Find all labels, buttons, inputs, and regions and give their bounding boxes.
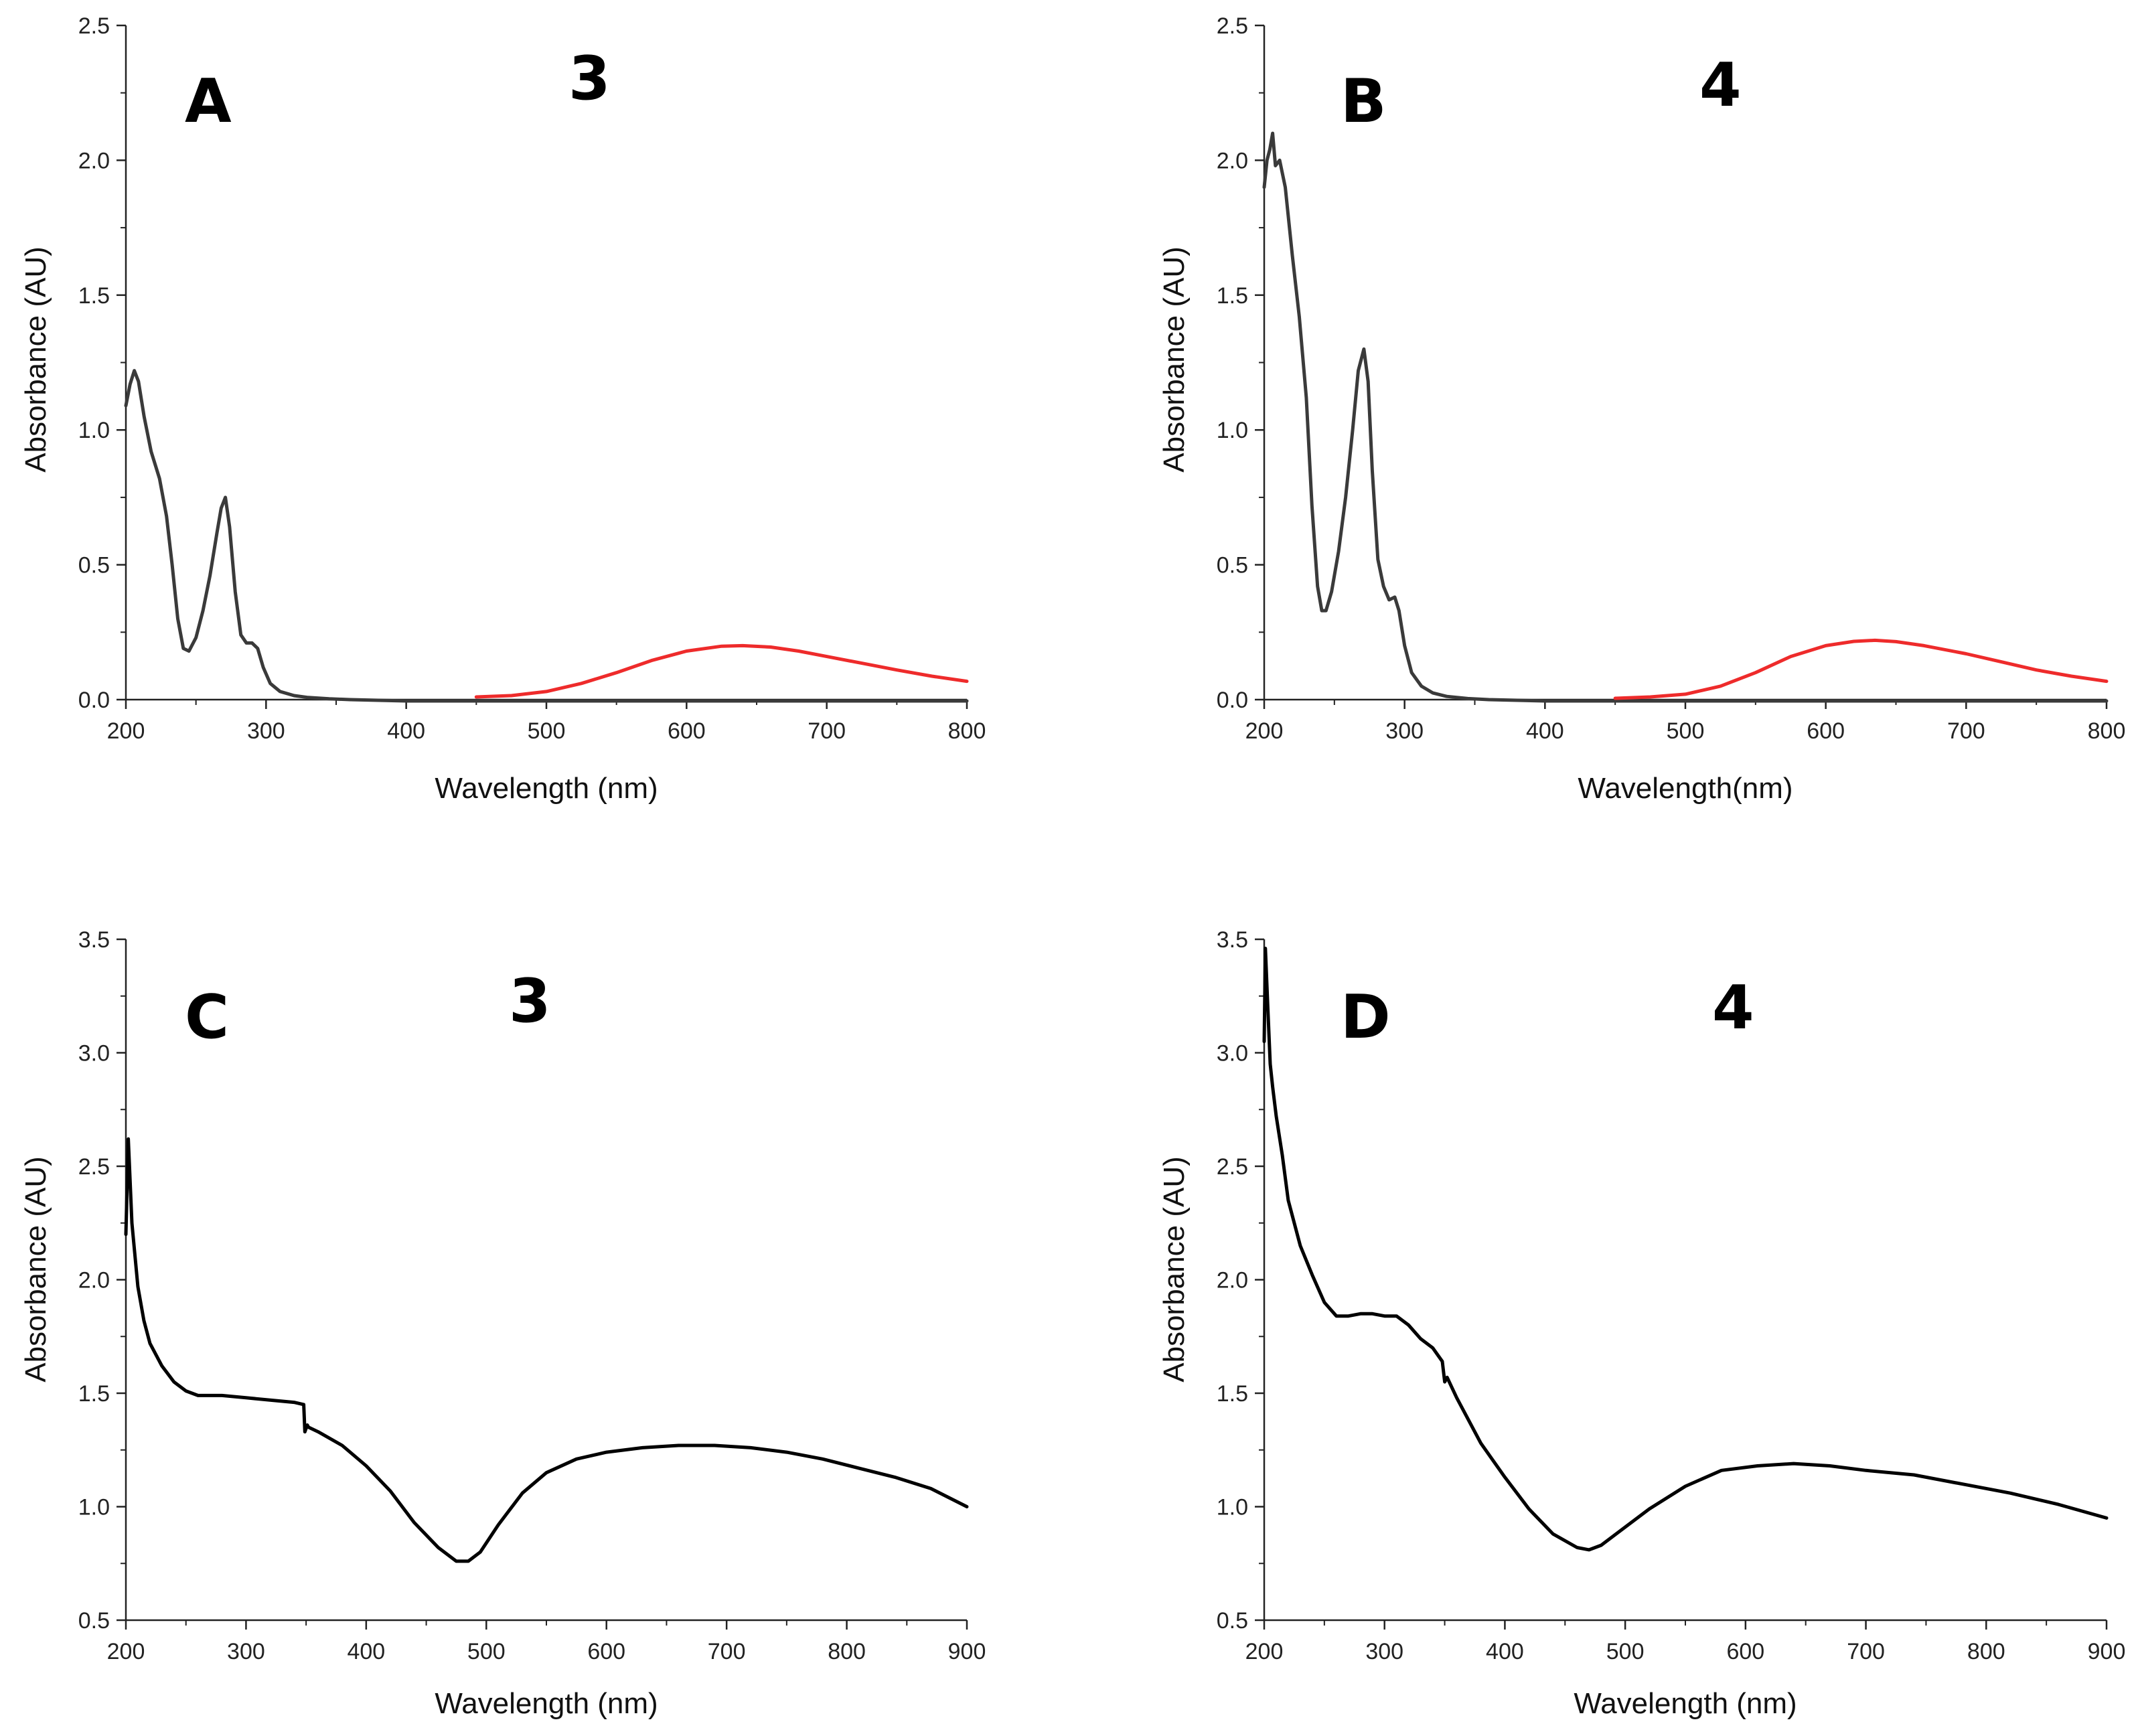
- y-tick-label: 0.0: [78, 688, 110, 713]
- x-tick-label: 400: [347, 1639, 385, 1664]
- compound-label: 4: [1712, 973, 1754, 1043]
- x-tick-label: 200: [107, 718, 145, 744]
- y-axis-title: Absorbance (AU): [1158, 246, 1191, 472]
- x-tick-label: 700: [708, 1639, 746, 1664]
- y-tick-label: 0.5: [78, 553, 110, 578]
- panel-letter: A: [185, 66, 232, 137]
- axes: 200 300 400 500 600 700 800 0.0 0.5 1.0 1.5 2.0 2.5: [78, 13, 986, 744]
- x-tick-label: 700: [1947, 718, 1985, 744]
- y-tick-label: 2.5: [78, 13, 110, 39]
- x-tick-label: 800: [948, 718, 986, 744]
- chart-panel-c: 200 300 400 500 600 700 800 900 0.5 1.0 1.5 2.0 2.5 3…: [19, 927, 986, 1720]
- x-axis-title: Wavelength (nm): [435, 1687, 658, 1720]
- y-tick-label: 0.5: [1217, 553, 1248, 578]
- x-tick-label: 500: [1667, 718, 1705, 744]
- y-tick-label: 3.0: [78, 1041, 110, 1067]
- y-tick-label: 2.0: [78, 1268, 110, 1293]
- compound-label: 4: [1699, 50, 1742, 121]
- y-axis-title: Absorbance (AU): [1158, 1156, 1191, 1382]
- traces: [1262, 131, 2109, 703]
- series-line-2: [474, 643, 969, 699]
- traces: [1262, 947, 2109, 1552]
- x-tick-label: 600: [668, 718, 706, 744]
- x-tick-label: 300: [247, 718, 285, 744]
- series-line-2: [1613, 638, 2109, 700]
- x-tick-label: 500: [528, 718, 566, 744]
- axes: 200 300 400 500 600 700 800 0.0 0.5 1.0 1.5 2.0 2.5: [1217, 13, 2126, 744]
- series-line-1: [124, 1137, 969, 1563]
- y-tick-label: 3.5: [78, 927, 110, 953]
- x-tick-label: 600: [1726, 1639, 1764, 1664]
- axes: 200 300 400 500 600 700 800 900 0.5 1.0 1.5 2.0 2.5 3…: [1217, 927, 2126, 1664]
- traces: [124, 1137, 969, 1563]
- chart-panel-a: 200 300 400 500 600 700 8000.00.51.01.52.02.5 …: [19, 13, 986, 805]
- x-tick-label: 800: [1967, 1639, 2005, 1664]
- x-tick-label: 400: [1486, 1639, 1524, 1664]
- x-tick-label: 300: [227, 1639, 265, 1664]
- chart-panel-b: 200 300 400 500 600 700 8000.00.51.01.52.02.5 …: [1158, 13, 2125, 805]
- y-tick-label: 2.5: [1217, 13, 1248, 39]
- y-tick-label: 0.5: [1217, 1608, 1248, 1634]
- y-tick-label: 0.5: [78, 1608, 110, 1634]
- compound-label: 3: [568, 44, 611, 114]
- y-tick-label: 1.0: [78, 1495, 110, 1520]
- panel-letter: B: [1341, 66, 1387, 137]
- x-tick-label: 200: [107, 1639, 145, 1664]
- y-tick-label: 1.0: [1217, 418, 1248, 443]
- compound-label: 3: [509, 966, 551, 1036]
- y-tick-label: 1.5: [1217, 1381, 1248, 1407]
- x-tick-label: 700: [808, 718, 846, 744]
- x-tick-label: 900: [948, 1639, 986, 1664]
- x-tick-label: 600: [1807, 718, 1845, 744]
- panel-letter: D: [1341, 982, 1391, 1052]
- x-tick-label: 300: [1385, 718, 1424, 744]
- x-tick-label: 500: [1606, 1639, 1645, 1664]
- x-tick-label: 400: [1526, 718, 1564, 744]
- y-tick-label: 3.5: [1217, 927, 1248, 953]
- x-tick-label: 600: [587, 1639, 625, 1664]
- x-tick-label: 500: [467, 1639, 506, 1664]
- x-tick-label: 300: [1365, 1639, 1403, 1664]
- x-tick-label: 900: [2088, 1639, 2126, 1664]
- y-tick-label: 2.5: [78, 1154, 110, 1180]
- y-tick-label: 2.0: [78, 148, 110, 173]
- axes: 200 300 400 500 600 700 800 900 0.5 1.0 1.5 2.0 2.5 3…: [78, 927, 986, 1664]
- y-tick-label: 1.0: [78, 418, 110, 443]
- chart-panel-d: 200 300 400 500 600 700 800 900 0.5 1.0 1.5 2.0 2.5 3…: [1158, 927, 2125, 1720]
- y-axis-title: Absorbance (AU): [19, 1156, 52, 1382]
- y-tick-label: 2.0: [1217, 1268, 1248, 1293]
- y-tick-label: 1.0: [1217, 1495, 1248, 1520]
- x-tick-label: 200: [1245, 1639, 1284, 1664]
- y-tick-label: 1.5: [1217, 283, 1248, 309]
- x-tick-label: 700: [1847, 1639, 1885, 1664]
- y-tick-label: 2.5: [1217, 1154, 1248, 1180]
- y-axis-title: Absorbance (AU): [19, 246, 52, 472]
- x-tick-label: 200: [1245, 718, 1284, 744]
- x-tick-label: 400: [387, 718, 425, 744]
- x-tick-label: 800: [2088, 718, 2126, 744]
- y-tick-label: 1.5: [78, 283, 110, 309]
- x-axis-title: Wavelength (nm): [435, 772, 658, 805]
- x-tick-label: 800: [828, 1639, 866, 1664]
- x-axis-title: Wavelength (nm): [1574, 1687, 1797, 1720]
- y-tick-label: 2.0: [1217, 148, 1248, 173]
- y-tick-label: 0.0: [1217, 688, 1248, 713]
- series-line-1: [124, 369, 969, 703]
- x-axis-title: Wavelength(nm): [1578, 772, 1792, 805]
- y-tick-label: 3.0: [1217, 1041, 1248, 1067]
- series-line-1: [1262, 947, 2109, 1552]
- y-tick-label: 1.5: [78, 1381, 110, 1407]
- panel-letter: C: [185, 982, 229, 1052]
- series-line-1: [1262, 131, 2109, 703]
- traces: [124, 369, 969, 703]
